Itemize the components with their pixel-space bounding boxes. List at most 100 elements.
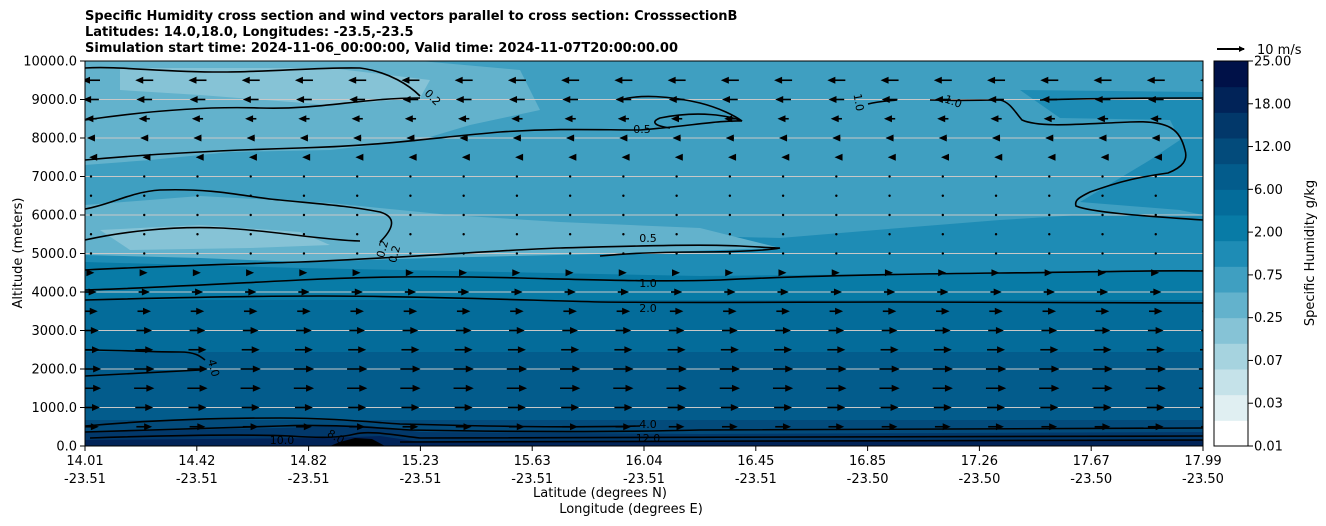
wind-vector (138, 115, 150, 123)
wind-vector (241, 76, 260, 84)
quiver-key-label: 10 m/s (1257, 43, 1302, 58)
wind-vector (85, 307, 98, 315)
x-tick-label-lat: 15.23 (402, 454, 439, 469)
wind-vector (568, 213, 572, 217)
wind-vector (89, 213, 93, 217)
wind-vector (775, 423, 791, 431)
wind-vector (188, 346, 207, 354)
wind-vector (249, 213, 252, 217)
wind-vector (139, 269, 148, 277)
wind-vector (408, 153, 417, 161)
wind-vector (1147, 327, 1164, 334)
wind-vector (719, 365, 740, 373)
wind-vector (1100, 153, 1109, 161)
wind-vector (991, 134, 1001, 142)
wind-vector (515, 213, 519, 217)
wind-vector (298, 115, 310, 123)
wind-vector (668, 423, 685, 431)
wind-vector (296, 423, 312, 431)
wind-vector (774, 346, 793, 354)
wind-vector (994, 153, 1003, 161)
quiver-key: 10 m/s (1217, 43, 1302, 58)
wind-vector (675, 252, 678, 255)
wind-vector (675, 213, 678, 217)
wind-vector (835, 175, 838, 178)
wind-vector (1151, 269, 1160, 277)
contour-line (619, 95, 743, 122)
wind-vector (1151, 134, 1160, 142)
wind-vector (1048, 194, 1051, 197)
wind-vector (1146, 404, 1165, 411)
wind-vector (880, 404, 899, 411)
wind-vector (1154, 252, 1157, 255)
wind-vector (1048, 213, 1051, 217)
wind-vector (196, 175, 199, 178)
wind-vector (937, 115, 949, 123)
contour-label: 4.0 (205, 358, 222, 378)
wind-vector (85, 384, 102, 392)
wind-vector (775, 327, 791, 334)
wind-vector (296, 327, 312, 334)
wind-vector (1094, 96, 1111, 103)
colorbar-tick-label: 2.00 (1254, 226, 1283, 241)
wind-vector (241, 404, 260, 411)
x-tick-label-lon: -23.50 (958, 472, 1000, 487)
wind-vector (988, 96, 1004, 103)
wind-vector (1204, 269, 1212, 276)
contour-label: 1.0 (639, 277, 657, 290)
contour-label: 1.0 (851, 93, 867, 112)
wind-vector (617, 115, 630, 123)
wind-vector (1041, 327, 1058, 334)
wind-vector (675, 233, 678, 236)
wind-vector (195, 153, 204, 161)
wind-vector (89, 252, 93, 255)
colorbar-segment (1214, 163, 1248, 190)
wind-vector (777, 288, 789, 296)
wind-vector (454, 346, 473, 354)
wind-vector (302, 175, 306, 178)
wind-vector (302, 252, 306, 255)
wind-vector (245, 115, 257, 123)
wind-vector (666, 384, 687, 392)
colorbar-segment (1214, 292, 1248, 319)
wind-vector (134, 384, 155, 392)
wind-vector (355, 175, 359, 178)
y-tick-label: 5000.0 (32, 247, 78, 262)
colorbar-segment (1214, 420, 1248, 447)
wind-vector (355, 213, 359, 217)
wind-vector (831, 269, 840, 277)
wind-vector (453, 384, 474, 392)
x-tick-label-lon: -23.51 (399, 472, 441, 487)
wind-vector (86, 134, 96, 142)
colorbar: 0.01 0.03 0.07 0.25 0.75 2.00 6.00 12.00 18.00 25… (1213, 55, 1291, 455)
wind-vector (720, 76, 739, 84)
wind-vector (1154, 194, 1157, 197)
wind-vector (566, 134, 575, 142)
wind-vector (719, 384, 740, 392)
wind-vector (189, 327, 206, 334)
wind-vector (243, 307, 258, 315)
wind-vector (568, 175, 572, 178)
wind-vector (614, 76, 633, 84)
wind-vector (401, 346, 420, 354)
wind-vector (196, 213, 199, 217)
wind-vector (135, 76, 154, 84)
wind-vector (560, 365, 581, 373)
wind-vector (835, 252, 838, 255)
wind-vector (987, 76, 1006, 84)
wind-vector (400, 365, 421, 373)
wind-vector (193, 134, 202, 142)
wind-vector (778, 269, 787, 277)
y-tick-label: 8000.0 (32, 132, 78, 147)
wind-vector (720, 404, 739, 411)
wind-vector (409, 252, 412, 255)
wind-vector (348, 76, 367, 84)
wind-vector (402, 96, 419, 103)
wind-vector (938, 269, 947, 277)
wind-vector (242, 423, 259, 431)
wind-vector (615, 423, 632, 431)
humidity-contours (85, 66, 1203, 443)
wind-vector (196, 194, 199, 197)
chart-title-line-1: Specific Humidity cross section and wind… (85, 9, 738, 24)
wind-vector (1198, 387, 1203, 390)
